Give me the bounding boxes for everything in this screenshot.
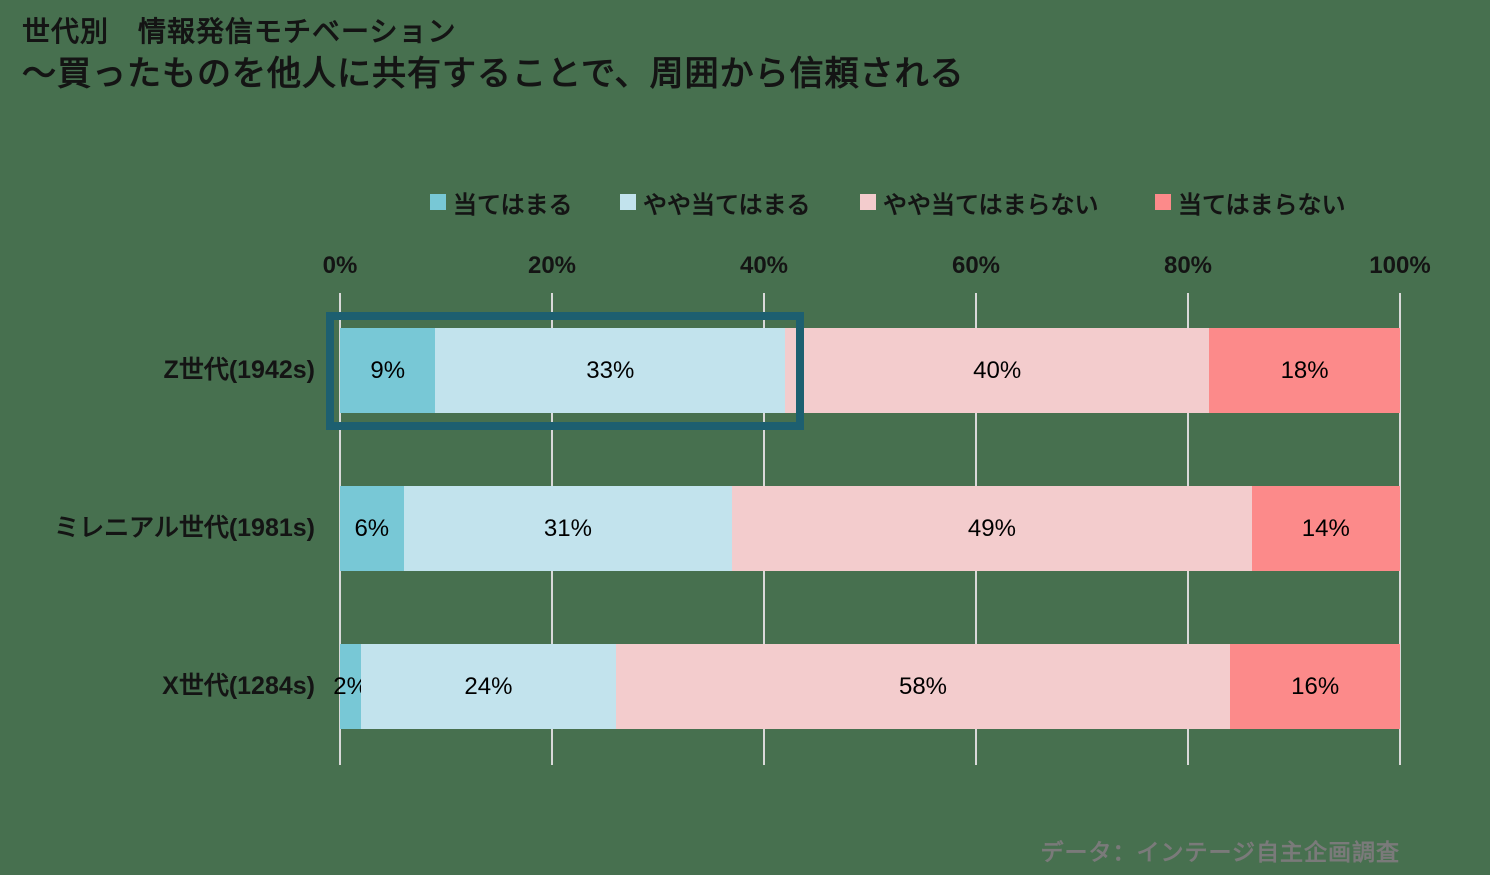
- bar-segment-label: 33%: [586, 357, 635, 384]
- source-note: データ：インテージ自主企画調査: [1040, 839, 1400, 865]
- bar-segment-label: 14%: [1301, 515, 1350, 542]
- page-title: 世代別 情報発信モチベーション: [22, 16, 457, 47]
- bar-segment: [340, 486, 404, 571]
- legend-label: やや当てはまる: [643, 191, 811, 219]
- bar-segment: [785, 328, 1210, 413]
- bar-segment: [340, 644, 362, 729]
- x-axis-tick-label: 60%: [951, 252, 1001, 279]
- bar-segment: [340, 328, 436, 413]
- x-axis-tick-label: 80%: [1163, 252, 1213, 279]
- x-axis-tick-label: 100%: [1369, 252, 1431, 279]
- legend-swatch-icon: [860, 194, 876, 210]
- bar-segment-label: 31%: [543, 515, 592, 542]
- legend-swatch-icon: [1155, 194, 1171, 210]
- legend-item: やや当てはまる: [620, 188, 811, 219]
- bar-segment-label: 6%: [354, 515, 390, 542]
- bar-segment: [732, 486, 1252, 571]
- bar-segment-label: 16%: [1291, 673, 1340, 700]
- category-label: ミレニアル世代(1981s): [54, 514, 315, 542]
- bar-segment: [1251, 486, 1400, 571]
- legend-swatch-icon: [620, 194, 636, 210]
- bar-segment-label: 40%: [973, 357, 1022, 384]
- x-axis-tick-label: 20%: [527, 252, 577, 279]
- highlight-box: [326, 312, 804, 430]
- page-subtitle: ～買ったものを他人に共有することで、周囲から信頼される: [22, 55, 965, 93]
- legend: 当てはまる やや当てはまる やや当てはまらない 当てはまらない: [0, 188, 1490, 219]
- bar-segment: [403, 486, 733, 571]
- bar-segment-label: 49%: [967, 515, 1016, 542]
- legend-item: 当てはまる: [430, 188, 573, 219]
- legend-item: 当てはまらない: [1155, 188, 1346, 219]
- bar-segment: [361, 644, 616, 729]
- legend-label: 当てはまる: [453, 191, 573, 219]
- bar-segment: [435, 328, 786, 413]
- bar-segment-label: 24%: [464, 673, 513, 700]
- category-label: X世代(1284s): [162, 672, 315, 700]
- bar-segment: [1230, 644, 1400, 729]
- gridline: [1399, 293, 1401, 765]
- bar-segment-label: 18%: [1280, 357, 1329, 384]
- category-label: Z世代(1942s): [163, 356, 315, 384]
- legend-item: やや当てはまらない: [860, 188, 1099, 219]
- bar-segment: [1209, 328, 1400, 413]
- legend-label: 当てはまらない: [1178, 191, 1346, 219]
- x-axis-tick-label: 40%: [739, 252, 789, 279]
- x-axis-tick-label: 0%: [322, 252, 358, 279]
- legend-swatch-icon: [430, 194, 446, 210]
- bar-segment-label: 9%: [370, 357, 406, 384]
- bar-segment-label: 58%: [898, 673, 948, 700]
- legend-label: やや当てはまらない: [883, 191, 1099, 219]
- bar-segment: [615, 644, 1231, 729]
